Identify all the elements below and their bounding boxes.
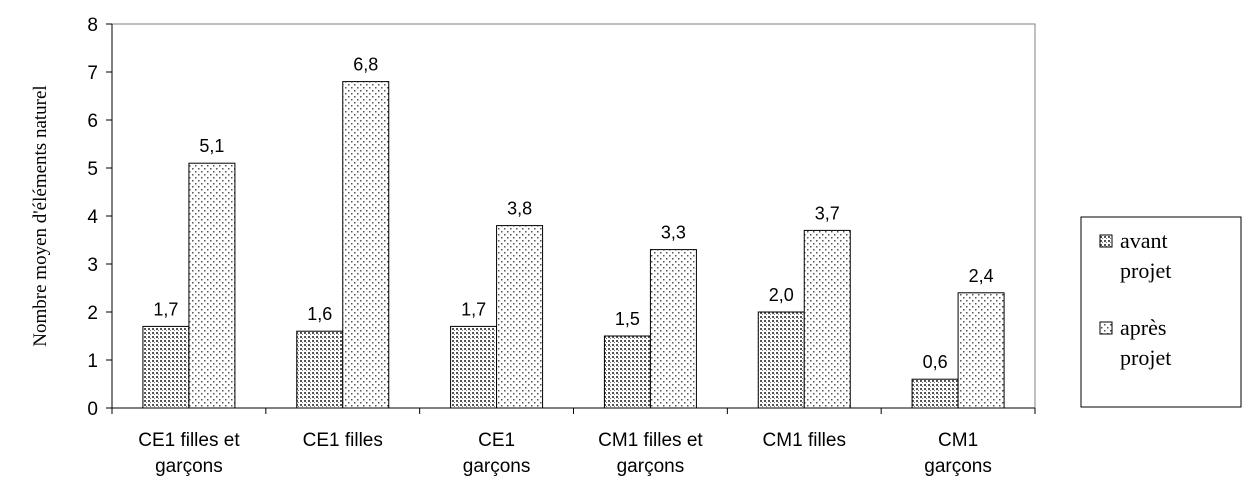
y-tick-label: 5 (87, 159, 98, 180)
plot-area-border (111, 23, 1036, 409)
x-category-label: CM1 filles et (598, 430, 703, 451)
legend-label: projet (1120, 258, 1171, 283)
legend-box (1080, 216, 1242, 408)
bar-apres-projet (803, 229, 851, 409)
x-category-label: garçons (155, 456, 223, 477)
legend-swatch (1099, 321, 1113, 335)
y-tick-label: 4 (87, 207, 98, 228)
data-label: 2,4 (969, 266, 994, 286)
x-axis: CE1 filles et garçons CE1 filles CE1 garçons… (111, 407, 1036, 477)
bar-apres-projet (957, 292, 1005, 409)
data-label: 1,6 (307, 304, 332, 324)
legend-swatch (1099, 234, 1113, 248)
y-tick-label: 3 (87, 255, 98, 276)
y-tick-label: 2 (87, 303, 98, 324)
x-category-label: CM1 (938, 430, 978, 451)
x-category-label: CE1 (478, 430, 515, 451)
data-label: 5,1 (199, 136, 224, 156)
legend-label: avant (1120, 228, 1168, 253)
legend-label: après (1120, 315, 1166, 340)
y-axis: 0 1 2 3 4 5 6 7 8 (87, 15, 113, 420)
bar-avant-projet (757, 311, 805, 409)
y-axis-title: Nombre moyen d'éléments naturel (30, 85, 51, 346)
bar-avant-projet (450, 325, 498, 409)
data-label: 0,6 (923, 352, 948, 372)
x-category-label: garçons (463, 456, 531, 477)
y-tick-label: 0 (87, 399, 98, 420)
x-category-label: CE1 filles (303, 430, 383, 451)
data-label: 3,7 (815, 203, 840, 223)
bar-apres-projet (188, 162, 236, 409)
data-label: 1,7 (461, 299, 486, 319)
data-label: 3,8 (507, 199, 532, 219)
data-label: 1,7 (153, 299, 178, 319)
legend-label: projet (1120, 345, 1171, 370)
bar-avant-projet (142, 325, 190, 409)
y-tick-label: 8 (87, 15, 98, 36)
data-labels: 1,7 5,1 1,6 6,8 1,7 3,8 1,5 3,3 2,0 3,7 0,6 2,4 (153, 55, 993, 373)
y-tick-label: 7 (87, 63, 98, 84)
x-category-label: garçons (617, 456, 685, 477)
bar-avant-projet (603, 335, 651, 409)
bar-apres-projet (342, 81, 390, 409)
data-label: 6,8 (353, 55, 378, 75)
x-category-label: CE1 filles et (138, 430, 240, 451)
bar-avant-projet (911, 378, 959, 409)
y-tick-label: 6 (87, 111, 98, 132)
y-tick-label: 1 (87, 351, 98, 372)
bar-apres-projet (649, 249, 697, 409)
data-label: 3,3 (661, 223, 686, 243)
data-label: 2,0 (769, 285, 794, 305)
bars (142, 81, 1005, 409)
legend: avant projet après projet (1080, 216, 1242, 408)
x-category-label: CM1 filles (763, 430, 846, 451)
bar-apres-projet (496, 225, 544, 409)
x-category-label: garçons (924, 456, 992, 477)
bar-avant-projet (296, 330, 344, 409)
data-label: 1,5 (615, 309, 640, 329)
